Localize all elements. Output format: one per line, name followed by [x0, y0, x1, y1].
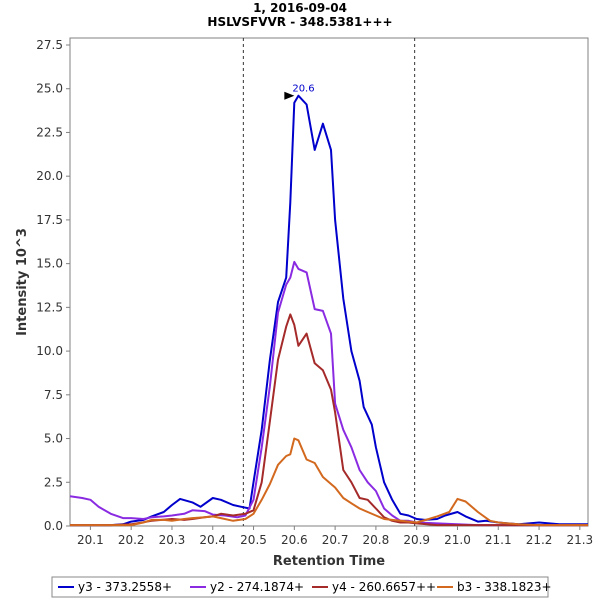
x-tick-label: 20.9	[403, 533, 430, 547]
y-tick-label: 12.5	[36, 300, 63, 314]
y-tick-label: 17.5	[36, 213, 63, 227]
y-axis-label: Intensity 10^3	[15, 228, 30, 336]
x-tick-label: 21.2	[526, 533, 553, 547]
y-tick-label: 15.0	[36, 257, 63, 271]
peak-annotation: 20.6	[284, 84, 315, 100]
chart-subtitle: HSLVSFVVR - 348.5381+++	[207, 15, 392, 29]
x-tick-label: 20.7	[322, 533, 349, 547]
legend-label-4: b3 - 338.1823+	[457, 580, 552, 594]
x-tick-label: 20.8	[363, 533, 390, 547]
y-tick-label: 20.0	[36, 169, 63, 183]
legend: y3 - 373.2558+ y2 - 274.1874+ y4 - 260.665…	[51, 576, 552, 598]
x-axis-label: Retention Time	[273, 554, 385, 569]
series-line-4	[70, 437, 588, 527]
y-tick-label: 22.5	[36, 125, 63, 139]
x-tick-label: 20.3	[159, 533, 186, 547]
series-layer	[69, 94, 588, 527]
x-tick-label: 21.3	[566, 533, 593, 547]
y-tick-label: 10.0	[36, 344, 63, 358]
x-tick-label: 21.0	[444, 533, 471, 547]
legend-box	[51, 576, 549, 598]
x-tick-label: 20.4	[199, 533, 226, 547]
y-tick-label: 25.0	[36, 82, 63, 96]
x-tick-label: 21.1	[485, 533, 512, 547]
x-tick-label: 20.1	[77, 533, 104, 547]
y-tick-label: 27.5	[36, 38, 63, 52]
x-tick-label: 20.2	[118, 533, 145, 547]
y-axis: 0.0 2.5 5.0 7.5 10.0 12.5 15.0 17.5 20.0 22.5 25.0…	[36, 38, 70, 533]
y-tick-label: 5.0	[44, 432, 63, 446]
legend-label-2: y2 - 274.1874+	[210, 580, 304, 594]
x-tick-label: 20.5	[240, 533, 267, 547]
chart-title: 1, 2016-09-04	[253, 1, 347, 15]
x-axis: 20.1 20.2 20.3 20.4 20.5 20.6 20.7 20.8 20.9 21.0…	[77, 526, 593, 547]
x-tick-label: 20.6	[281, 533, 308, 547]
peak-label: 20.6	[292, 84, 314, 95]
series-line-1	[70, 94, 588, 527]
peak-arrow-icon	[284, 91, 295, 100]
legend-label-3: y4 - 260.6657++	[332, 580, 436, 594]
legend-label-1: y3 - 373.2558+	[78, 580, 172, 594]
y-tick-label: 0.0	[44, 519, 63, 533]
y-tick-label: 2.5	[44, 475, 63, 489]
plot-area: 20.6	[69, 37, 589, 527]
plot-frame	[69, 37, 589, 527]
y-tick-label: 7.5	[44, 388, 63, 402]
